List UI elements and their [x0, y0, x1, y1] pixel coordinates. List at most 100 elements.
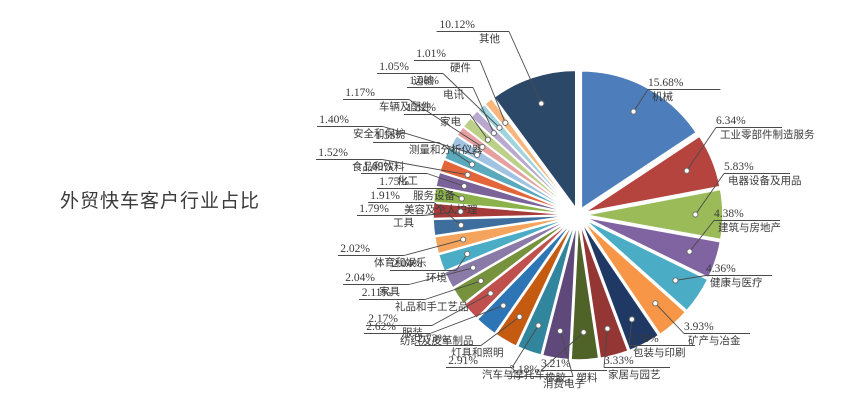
leader-line	[422, 211, 461, 216]
pie-slice[interactable]	[443, 217, 573, 290]
chart-title: 外贸快车客户行业占比	[60, 190, 261, 212]
leader-dot	[683, 167, 690, 174]
leader-dot	[604, 325, 611, 332]
slice-percent-label: 3.93%	[684, 321, 714, 333]
slice-category-label: 服装	[402, 326, 423, 339]
pie-slice[interactable]	[584, 134, 722, 214]
leader-line	[426, 173, 465, 187]
pie-slice[interactable]	[433, 215, 572, 255]
pie-slice[interactable]	[578, 221, 630, 360]
slice-percent-label: 2.62%	[366, 321, 396, 333]
slice-percent-label: 3.21%	[541, 358, 571, 370]
leader-line	[381, 159, 468, 176]
leader-dot	[461, 183, 468, 190]
leader-line	[442, 73, 500, 129]
pie-slice[interactable]	[570, 221, 600, 361]
slice-percent-label: 2.91%	[448, 355, 478, 367]
slice-percent-label: 2.11%	[362, 287, 392, 299]
leader-dot	[464, 171, 471, 178]
slice-category-label: 运输	[413, 74, 434, 87]
leader-dot	[672, 277, 679, 284]
pie-slice[interactable]	[541, 221, 578, 361]
leader-line	[480, 316, 520, 346]
leader-line	[689, 220, 715, 252]
pie-slice[interactable]	[492, 69, 577, 211]
slice-percent-label: 1.91%	[370, 190, 400, 202]
pie-slice[interactable]	[583, 218, 709, 312]
slice-category-label: 家具	[379, 285, 400, 298]
slice-category-label: 服务设备	[413, 189, 455, 202]
pie-slice[interactable]	[580, 220, 660, 352]
leader-dot	[500, 302, 507, 309]
slice-category-label: 测量和分析仪器	[409, 143, 483, 156]
leader-dot	[628, 316, 635, 323]
leader-dot	[484, 136, 491, 143]
slice-percent-label: 4.38%	[714, 208, 744, 220]
pie-slice[interactable]	[581, 219, 687, 336]
slice-percent-label: 2.04%	[392, 258, 422, 270]
leader-line	[655, 303, 685, 334]
pie-slices	[432, 69, 724, 361]
slice-percent-label: 1.32%	[406, 102, 436, 114]
slice-category-label: 纺织及皮革制品	[400, 334, 474, 347]
leader-line	[408, 99, 483, 148]
slice-percent-label: 1.08%	[409, 75, 439, 87]
leader-line	[429, 305, 504, 334]
slice-category-label: 家居与园艺	[608, 368, 661, 381]
leader-line	[408, 267, 474, 285]
leader-dot	[474, 151, 481, 158]
slice-category-label: 家电	[440, 115, 461, 128]
pie-slice[interactable]	[584, 188, 724, 241]
leader-dot	[580, 329, 587, 336]
slice-category-label: 消费电子	[543, 377, 585, 390]
slice-percent-label: 1.79%	[359, 203, 389, 215]
leader-dot	[630, 108, 637, 115]
leader-dot	[686, 248, 693, 255]
leader-line	[540, 331, 584, 371]
leader-line	[403, 239, 464, 256]
leader-line	[695, 173, 725, 215]
leader-dot	[652, 300, 659, 307]
leader-dot	[490, 130, 497, 137]
slice-category-label: 矿产与冶金	[688, 334, 741, 347]
leader-dot	[468, 161, 476, 168]
leader-dot	[460, 236, 467, 243]
slice-percent-label: 1.75%	[379, 176, 409, 188]
leader-line	[559, 330, 574, 377]
pie-slice[interactable]	[483, 97, 575, 211]
pie-slice[interactable]	[432, 214, 572, 237]
slice-percent-label: 2.04%	[345, 272, 375, 284]
leader-line	[675, 275, 707, 281]
slice-percent-label: 1.17%	[345, 87, 375, 99]
pie-slice[interactable]	[437, 216, 572, 273]
leader-line	[469, 114, 489, 140]
leader-dot	[557, 327, 564, 335]
leader-line	[424, 280, 482, 300]
leader-dot	[458, 195, 465, 202]
leader-dot	[457, 222, 465, 229]
slice-category-label: 健康与医疗	[710, 276, 763, 289]
slice-category-label: 硬件	[450, 62, 471, 74]
leader-dot	[535, 322, 542, 329]
pie-slice[interactable]	[580, 70, 698, 211]
leader-line	[633, 89, 649, 112]
leader-line	[511, 325, 539, 368]
leader-line	[508, 31, 542, 104]
leader-dot	[516, 313, 523, 320]
slice-percent-label: 5.83%	[724, 161, 754, 173]
leader-dot	[502, 119, 509, 126]
pie-slice[interactable]	[516, 221, 577, 357]
leader-line	[382, 126, 478, 156]
slice-category-label: 其他	[479, 32, 500, 45]
slice-category-label: 环境	[426, 271, 447, 284]
slice-category-label: 工业零部件制造服务	[720, 128, 815, 141]
leader-line	[438, 142, 473, 165]
leader-line	[628, 319, 633, 346]
leader-dot	[538, 100, 545, 107]
pie-slice[interactable]	[584, 216, 722, 279]
slice-category-label: 体育和娱乐	[374, 256, 427, 269]
leader-dot	[487, 290, 494, 297]
slice-category-label: 安全和保护	[353, 127, 406, 140]
